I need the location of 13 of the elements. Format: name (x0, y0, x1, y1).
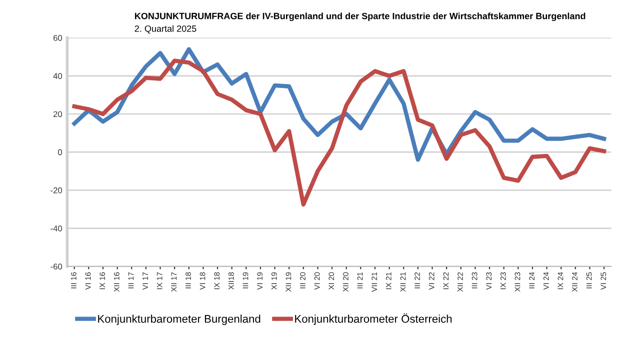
line-series (72, 58, 606, 207)
y-tick-label: 40 (53, 73, 62, 79)
y-tick-label: 20 (53, 111, 62, 118)
y-tick-label: -40 (50, 226, 62, 232)
line-series (72, 47, 606, 162)
y-tick-label: -60 (50, 264, 62, 270)
chart-subtitle: 2. Quartal 2025 (134, 25, 196, 34)
legend-label: Konjunkturbarometer Österreich (295, 313, 452, 325)
legend-label: Konjunkturbarometer Burgenland (98, 314, 260, 325)
chart-title: KONJUNKTURUMFRAGE der IV-Burgenland und der Sparte Industrie der Wirtschaftskammer Burgenland (135, 12, 586, 22)
y-tick-label: -20 (50, 187, 62, 194)
y-tick-label: 60 (53, 35, 62, 41)
y-tick-label: 0 (58, 149, 62, 156)
